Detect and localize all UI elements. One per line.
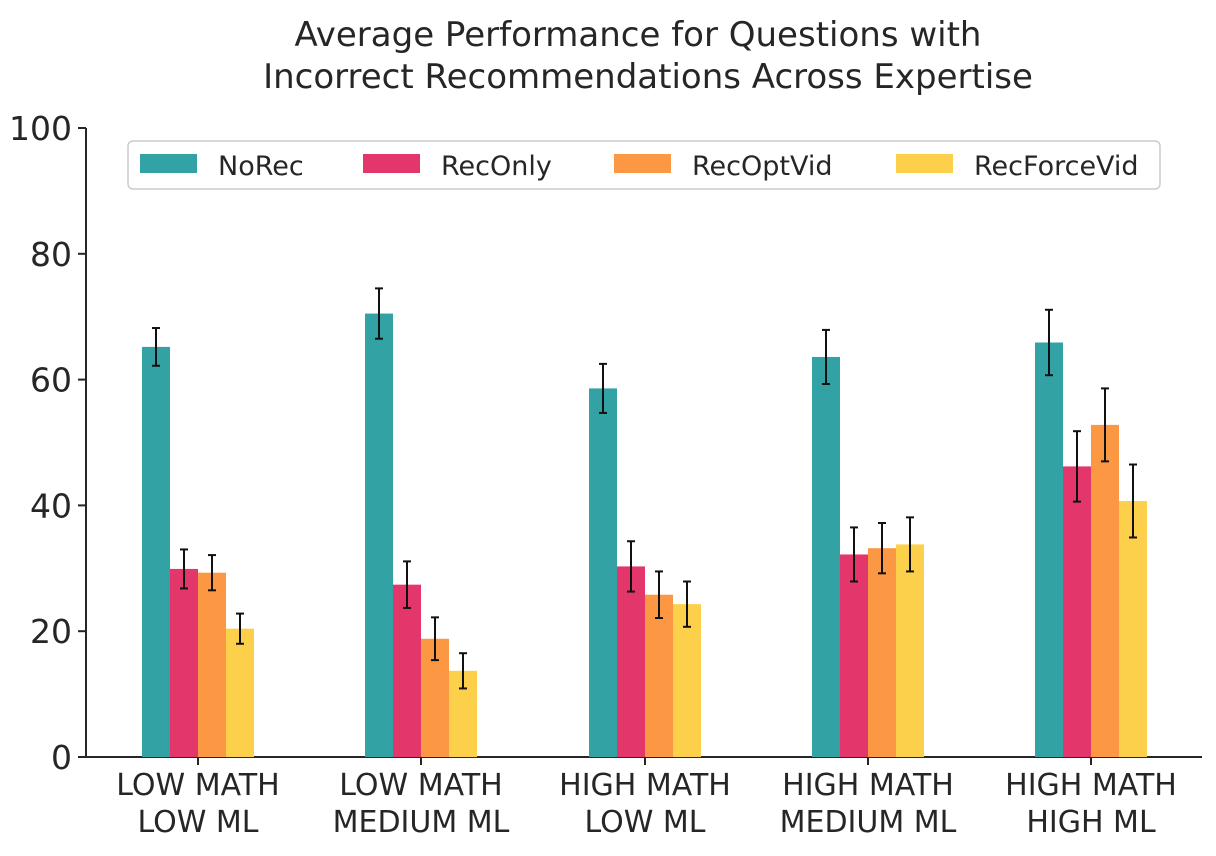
legend: NoRec RecOnly RecOptVid RecForceVid: [127, 140, 1161, 190]
bar-recoptvid: [868, 548, 896, 757]
legend-label-recoptvid: RecOptVid: [692, 151, 833, 182]
bar-recforcevid: [896, 544, 924, 757]
x-tick-label: MEDIUM ML: [333, 805, 510, 840]
bar-reconly: [393, 584, 421, 757]
x-tick-label: HIGH MATH: [559, 768, 731, 803]
x-tick-label: HIGH MATH: [1005, 768, 1177, 803]
bar-recoptvid: [198, 572, 226, 757]
legend-label-recforcevid: RecForceVid: [974, 151, 1139, 182]
bar-reconly: [170, 568, 198, 757]
x-tick-label: LOW ML: [137, 805, 258, 840]
y-tick-label: 100: [9, 109, 72, 148]
x-tick-label: HIGH ML: [1026, 805, 1156, 840]
chart-title-line-1: Average Performance for Questions with: [295, 15, 982, 55]
x-tick-label: LOW MATH: [116, 768, 279, 803]
y-tick-label: 40: [30, 486, 72, 525]
y-tick-label: 0: [51, 738, 72, 777]
bar-recoptvid: [1091, 424, 1119, 757]
x-tick-label: LOW ML: [584, 805, 705, 840]
bar-recoptvid: [645, 594, 673, 757]
bar-norec: [142, 346, 170, 757]
y-tick-label: 20: [30, 612, 72, 651]
chart-title-line-2: Incorrect Recommendations Across Experti…: [263, 57, 1033, 97]
legend-label-norec: NoRec: [218, 151, 304, 182]
bar-recforcevid: [226, 628, 254, 757]
legend-label-reconly: RecOnly: [441, 151, 552, 182]
bar-reconly: [617, 566, 645, 757]
legend-swatch-reconly: [363, 154, 420, 173]
legend-swatch-recforcevid: [896, 154, 953, 173]
x-tick-label: LOW MATH: [339, 768, 502, 803]
y-tick-label: 80: [30, 235, 72, 274]
bar-reconly: [1063, 466, 1091, 757]
bar-norec: [365, 313, 393, 757]
y-tick-label: 60: [30, 361, 72, 400]
bar-reconly: [840, 554, 868, 757]
bar-recforcevid: [673, 604, 701, 757]
bar-norec: [589, 388, 617, 757]
x-tick-label: MEDIUM ML: [780, 805, 957, 840]
legend-swatch-norec: [140, 154, 197, 173]
bar-norec: [1035, 342, 1063, 757]
bar-norec: [812, 356, 840, 757]
x-tick-label: HIGH MATH: [782, 768, 954, 803]
bar-recforcevid: [1119, 500, 1147, 757]
legend-swatch-recoptvid: [614, 154, 671, 173]
